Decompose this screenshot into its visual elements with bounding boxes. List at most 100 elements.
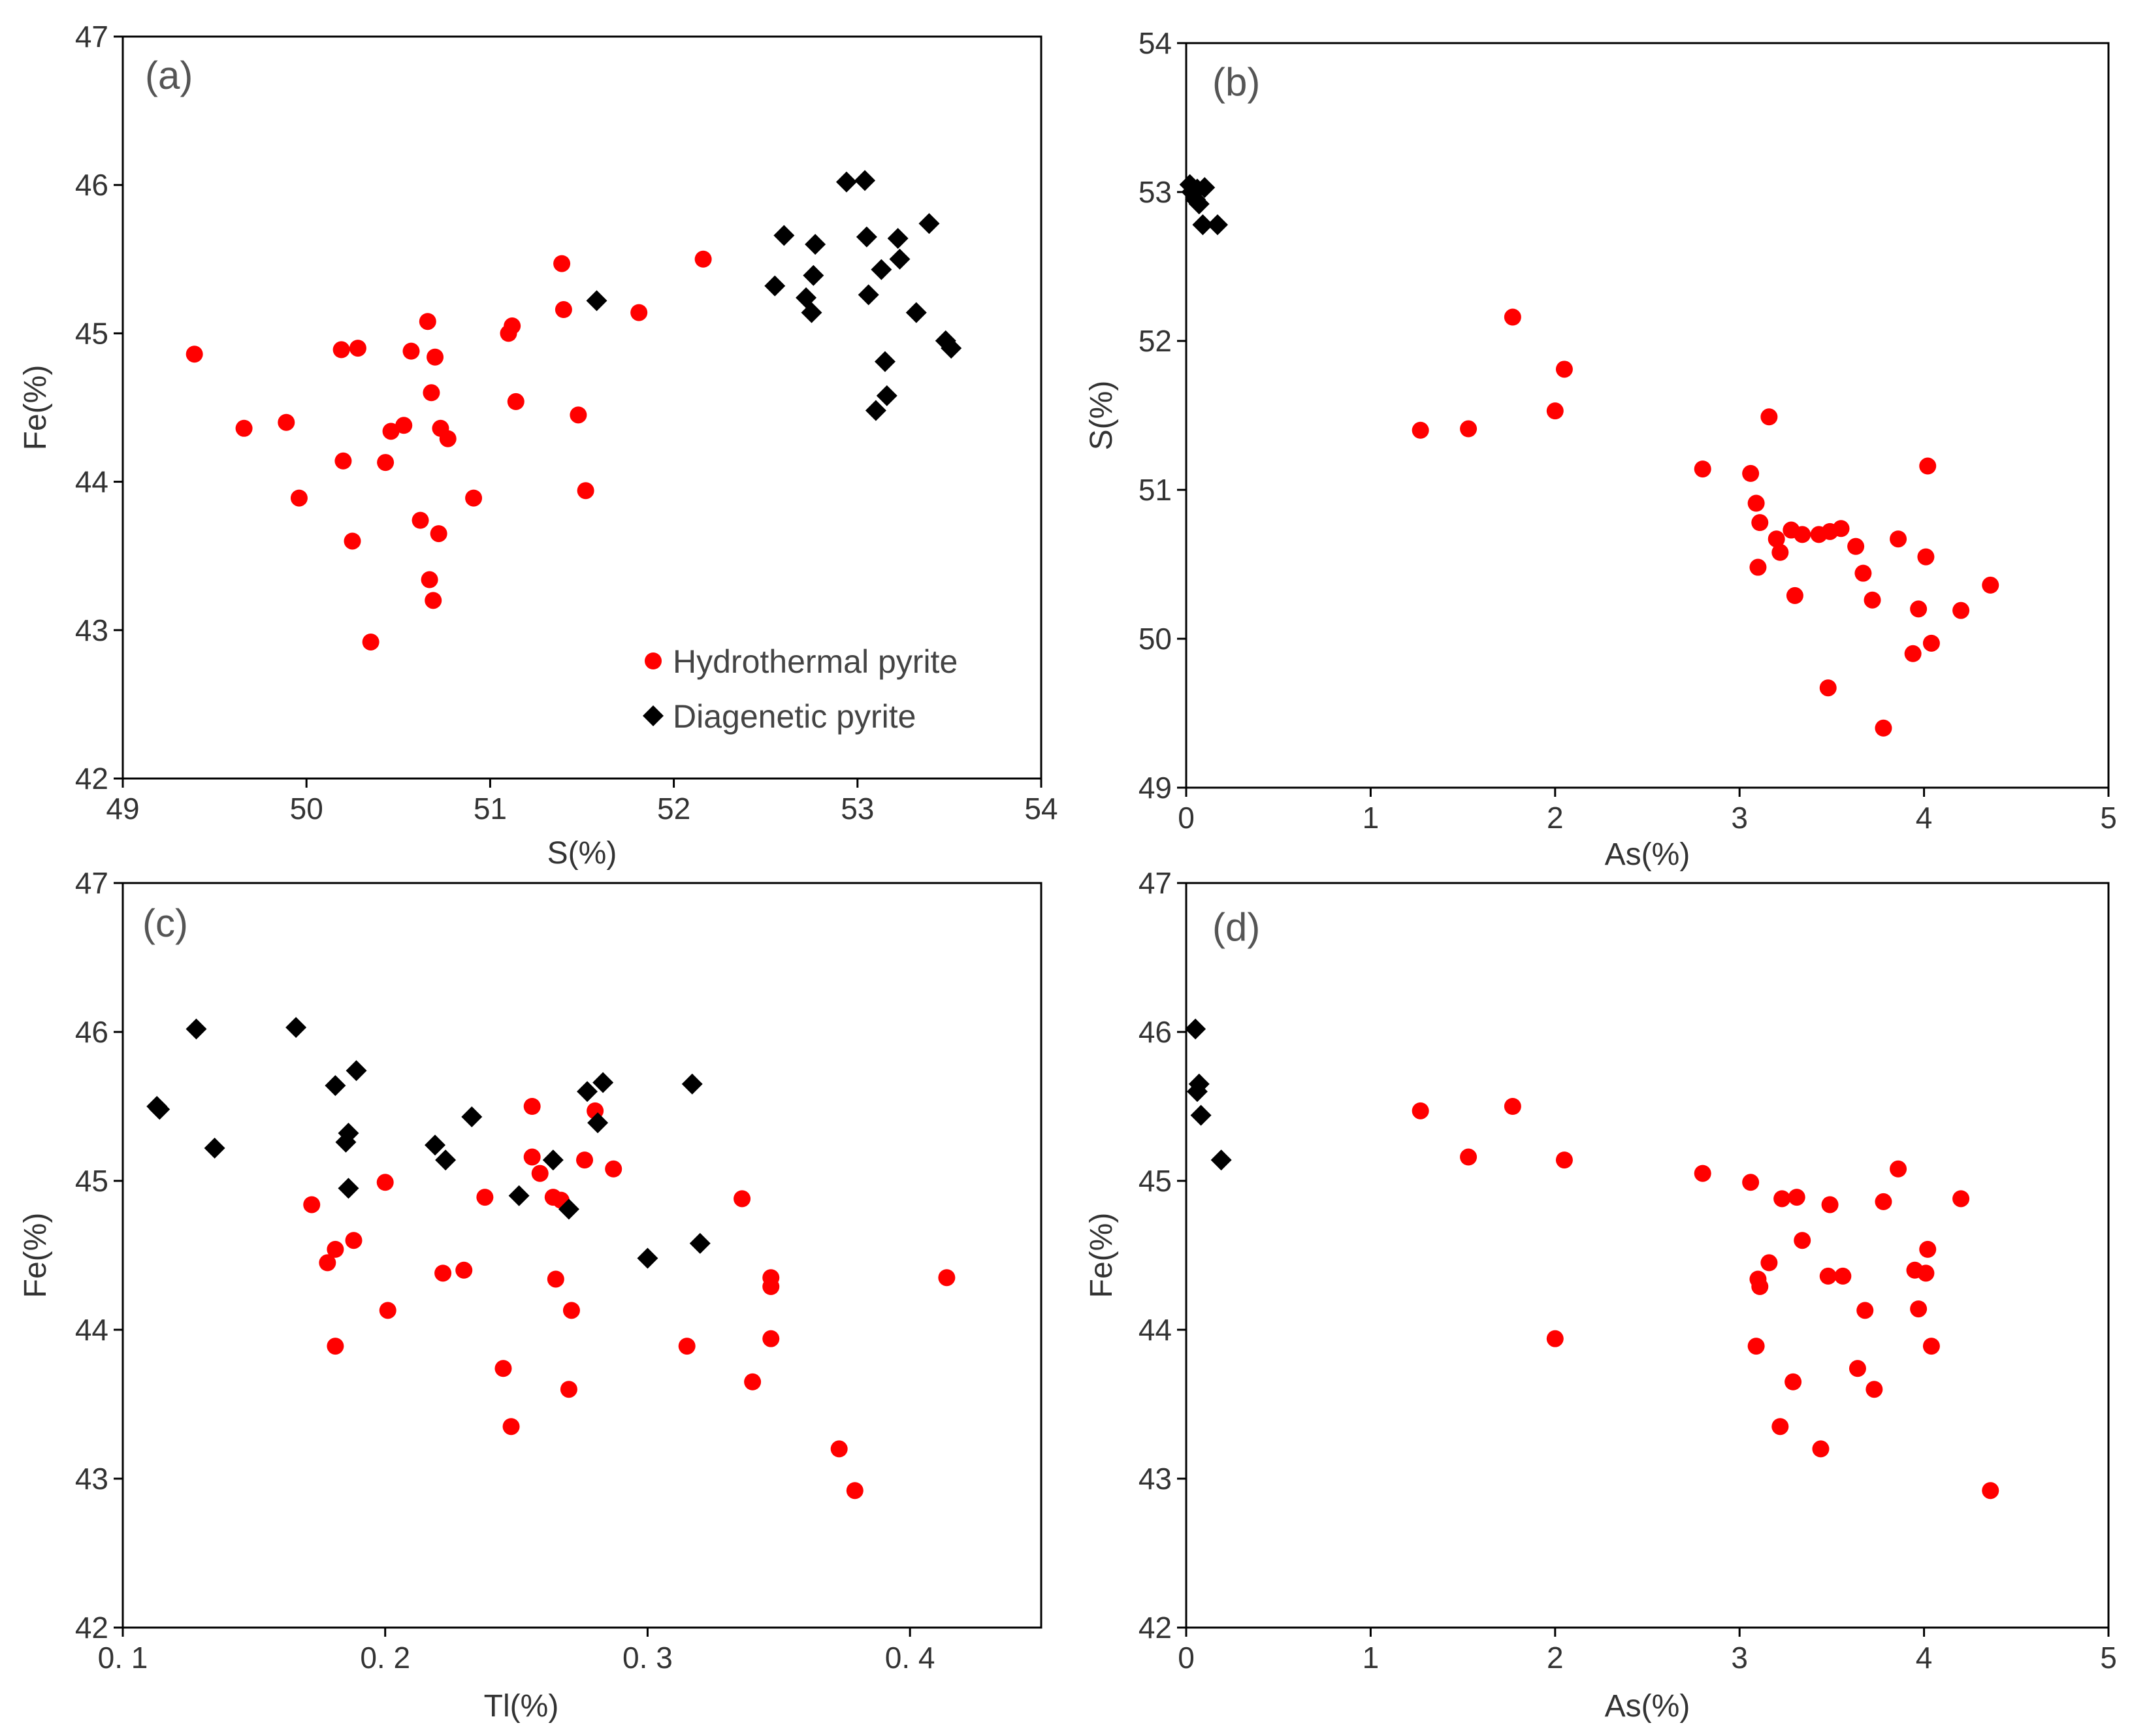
panel-a-xtick-label: 51 — [474, 792, 507, 826]
panel-d-ytick-label: 44 — [1139, 1313, 1172, 1347]
panel-a-diagenetic-point — [803, 265, 824, 286]
panel-a-hydrothermal-point — [427, 348, 444, 366]
panel-a-hydrothermal-point — [419, 313, 436, 330]
panel-a-diagenetic-point — [835, 171, 857, 193]
panel-d-hydrothermal-point — [1821, 1196, 1839, 1214]
panel-b-label: (b) — [1212, 60, 1260, 104]
panel-c-diagenetic-point — [338, 1178, 359, 1199]
panel-b-hydrothermal-point — [1504, 308, 1521, 326]
panel-d-hydrothermal-point — [1742, 1174, 1760, 1191]
panel-d-diagenetic-point — [1190, 1104, 1212, 1126]
panel-c-hydrothermal-point — [319, 1254, 336, 1272]
panel-b-hydrothermal-point — [1864, 591, 1881, 609]
panel-b-hydrothermal-point — [1922, 634, 1940, 652]
panel-c-ticks: 0. 1 0. 2 0. 3 0. 4 42 43 44 45 46 47 — [75, 866, 935, 1675]
legend-diagenetic-marker — [643, 705, 664, 726]
panel-d-hydrothermal-point — [1747, 1338, 1765, 1355]
panel-c-hydrothermal-point — [560, 1381, 577, 1398]
panel-a-ytick-label: 46 — [75, 168, 108, 202]
panel-a-ytick-label: 47 — [75, 20, 108, 54]
panel-c-diagenetic-point — [149, 1099, 170, 1120]
panel-b-ytick-label: 50 — [1139, 622, 1172, 656]
panel-d-hydrothermal-point — [1875, 1193, 1892, 1210]
panel-c-hydrothermal-point — [531, 1165, 549, 1182]
panel-a-hydrothermal-point — [334, 452, 352, 470]
panel-c-hydrothermal-point — [547, 1270, 564, 1288]
panel-c-ytick-label: 43 — [75, 1462, 108, 1496]
panel-d-hydrothermal-point — [1910, 1300, 1928, 1318]
panel-b-diagenetic-point — [1207, 214, 1229, 236]
panel-a-xlabel: S(%) — [547, 836, 617, 871]
panel-c-ytick-label: 47 — [75, 866, 108, 900]
panel-a-hydrothermal-point — [425, 592, 442, 609]
panel-d-frame — [1185, 882, 2110, 1629]
panel-c-ytick-label: 46 — [75, 1015, 108, 1049]
panel-b-ytick-label: 53 — [1139, 175, 1172, 209]
panel-d-hydrothermal-point — [1952, 1190, 1970, 1208]
panel-a-hydrothermal-point — [694, 250, 712, 268]
panel-c-marks — [146, 1017, 956, 1500]
panel-c-hydrothermal-point — [938, 1269, 956, 1287]
panel-a-hydrothermal-point — [377, 454, 395, 472]
panel-d-hydrothermal-point — [1412, 1102, 1429, 1119]
panel-d-ytick-label: 46 — [1139, 1015, 1172, 1049]
panel-a-hydrothermal-point — [395, 417, 413, 434]
panel-c-hydrothermal-point — [562, 1302, 580, 1319]
panel-a-hydrothermal-point — [553, 255, 571, 272]
panel-d-hydrothermal-point — [1812, 1440, 1830, 1458]
panel-b: 0 1 2 3 4 5 49 50 51 52 53 54 (b) As(%) S(%) — [1084, 26, 2117, 872]
panel-a-diagenetic-point — [858, 284, 879, 306]
panel-c-hydrothermal-point — [846, 1482, 864, 1500]
panel-a-marks — [186, 170, 962, 651]
panel-a-xtick-label: 52 — [657, 792, 690, 826]
panel-d-hydrothermal-point — [1788, 1189, 1805, 1206]
panel-c-diagenetic-point — [285, 1017, 307, 1038]
panel-a-hydrothermal-point — [382, 423, 400, 440]
panel-b-frame — [1185, 42, 2110, 789]
panel-b-hydrothermal-point — [1904, 645, 1922, 662]
panel-a-diagenetic-point — [887, 227, 909, 249]
panel-c-xlabel: Tl(%) — [484, 1689, 559, 1724]
panel-c: 0. 1 0. 2 0. 3 0. 4 42 43 44 45 46 47 (c) Tl(%) F… — [18, 866, 1042, 1724]
panel-b-xlabel: As(%) — [1605, 837, 1690, 872]
panel-c-diagenetic-point — [637, 1247, 658, 1269]
panel-b-hydrothermal-point — [1460, 420, 1478, 438]
panel-a-hydrothermal-point — [412, 511, 429, 529]
panel-c-diagenetic-point — [592, 1072, 614, 1093]
panel-a-xtick-label: 53 — [841, 792, 874, 826]
panel-d-hydrothermal-point — [1890, 1160, 1907, 1178]
panel-d-hydrothermal-point — [1819, 1267, 1837, 1285]
panel-a-hydrothermal-point — [344, 532, 361, 550]
panel-a-diagenetic-point — [941, 338, 962, 359]
panel-d-diagenetic-point — [1185, 1018, 1206, 1040]
panel-c-diagenetic-point — [681, 1073, 703, 1095]
panel-a-diagenetic-point — [889, 248, 911, 270]
panel-a-ticks: 49 50 51 52 53 54 42 43 44 45 46 47 — [75, 20, 1058, 826]
panel-b-hydrothermal-point — [1847, 538, 1865, 555]
panel-b-hydrothermal-point — [1875, 719, 1892, 737]
panel-b-hydrothermal-point — [1694, 460, 1711, 478]
panel-c-hydrothermal-point — [830, 1440, 848, 1458]
panel-c-ytick-label: 44 — [75, 1313, 108, 1347]
panel-a-diagenetic-point — [586, 290, 607, 312]
panel-a-diagenetic-point — [905, 302, 927, 323]
panel-b-hydrothermal-point — [1832, 520, 1850, 538]
panel-d-xtick-label: 4 — [1916, 1641, 1933, 1675]
panel-a-diagenetic-point — [865, 400, 886, 421]
panel-b-xtick-label: 0 — [1178, 801, 1195, 835]
panel-b-hydrothermal-point — [1771, 543, 1789, 561]
panel-b-ticks: 0 1 2 3 4 5 49 50 51 52 53 54 — [1139, 26, 2117, 835]
legend-diagenetic-label: Diagenetic pyrite — [673, 698, 916, 735]
panel-a-ylabel: Fe(%) — [18, 365, 53, 451]
legend: Hydrothermal pyrite Diagenetic pyrite — [643, 643, 958, 735]
panel-a-hydrothermal-point — [332, 341, 350, 359]
panel-b-hydrothermal-point — [1751, 514, 1769, 532]
panel-d-hydrothermal-point — [1546, 1330, 1564, 1347]
panel-a-diagenetic-point — [764, 275, 786, 297]
panel-d-hydrothermal-point — [1866, 1381, 1883, 1398]
panel-c-hydrothermal-point — [494, 1360, 512, 1377]
panel-b-diagenetic-point — [1192, 214, 1214, 236]
panel-a-ytick-label: 44 — [75, 465, 108, 499]
panel-a-diagenetic-point — [805, 234, 826, 255]
